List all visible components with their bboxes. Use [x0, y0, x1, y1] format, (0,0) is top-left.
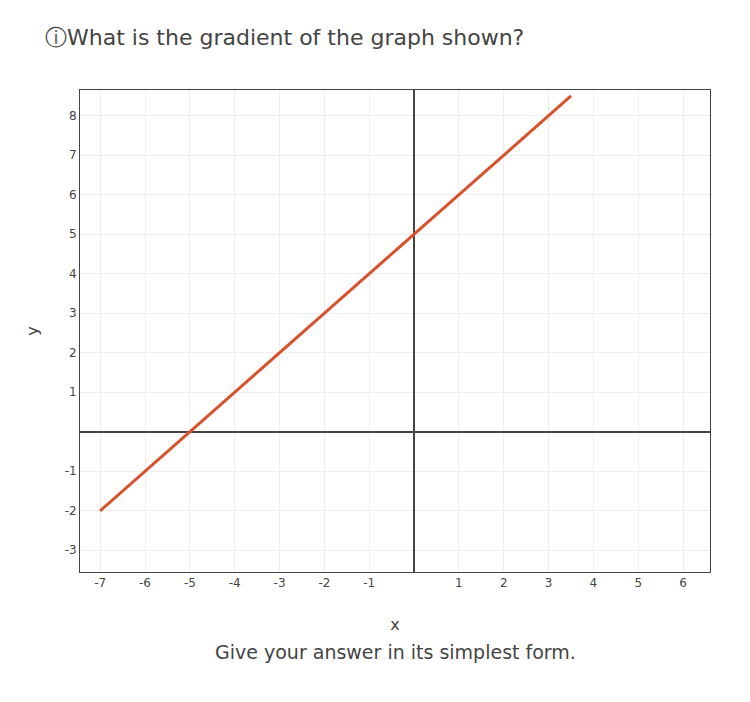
svg-text:-4: -4 — [229, 576, 241, 590]
svg-text:1: 1 — [455, 576, 463, 590]
svg-text:2: 2 — [69, 346, 77, 360]
svg-text:-2: -2 — [318, 576, 330, 590]
svg-text:-2: -2 — [65, 504, 77, 518]
svg-text:2: 2 — [500, 576, 508, 590]
svg-text:-1: -1 — [65, 464, 77, 478]
svg-text:-3: -3 — [274, 576, 286, 590]
svg-text:-1: -1 — [363, 576, 375, 590]
svg-text:y: y — [23, 326, 42, 335]
svg-text:ⓘWhat is the gradient of the g: ⓘWhat is the gradient of the graph shown… — [45, 25, 524, 50]
svg-text:6: 6 — [679, 576, 687, 590]
svg-text:5: 5 — [634, 576, 642, 590]
svg-text:-6: -6 — [139, 576, 151, 590]
svg-text:3: 3 — [545, 576, 553, 590]
svg-text:8: 8 — [69, 109, 77, 123]
svg-text:-3: -3 — [65, 543, 77, 557]
svg-text:-7: -7 — [94, 576, 106, 590]
svg-text:4: 4 — [590, 576, 598, 590]
svg-text:Give your answer in its simple: Give your answer in its simplest form. — [215, 641, 576, 663]
svg-text:5: 5 — [69, 227, 77, 241]
svg-text:1: 1 — [69, 385, 77, 399]
svg-text:-5: -5 — [184, 576, 196, 590]
svg-text:7: 7 — [69, 148, 77, 162]
svg-text:x: x — [390, 615, 399, 634]
svg-text:6: 6 — [69, 188, 77, 202]
svg-text:4: 4 — [69, 267, 77, 281]
svg-text:3: 3 — [69, 306, 77, 320]
